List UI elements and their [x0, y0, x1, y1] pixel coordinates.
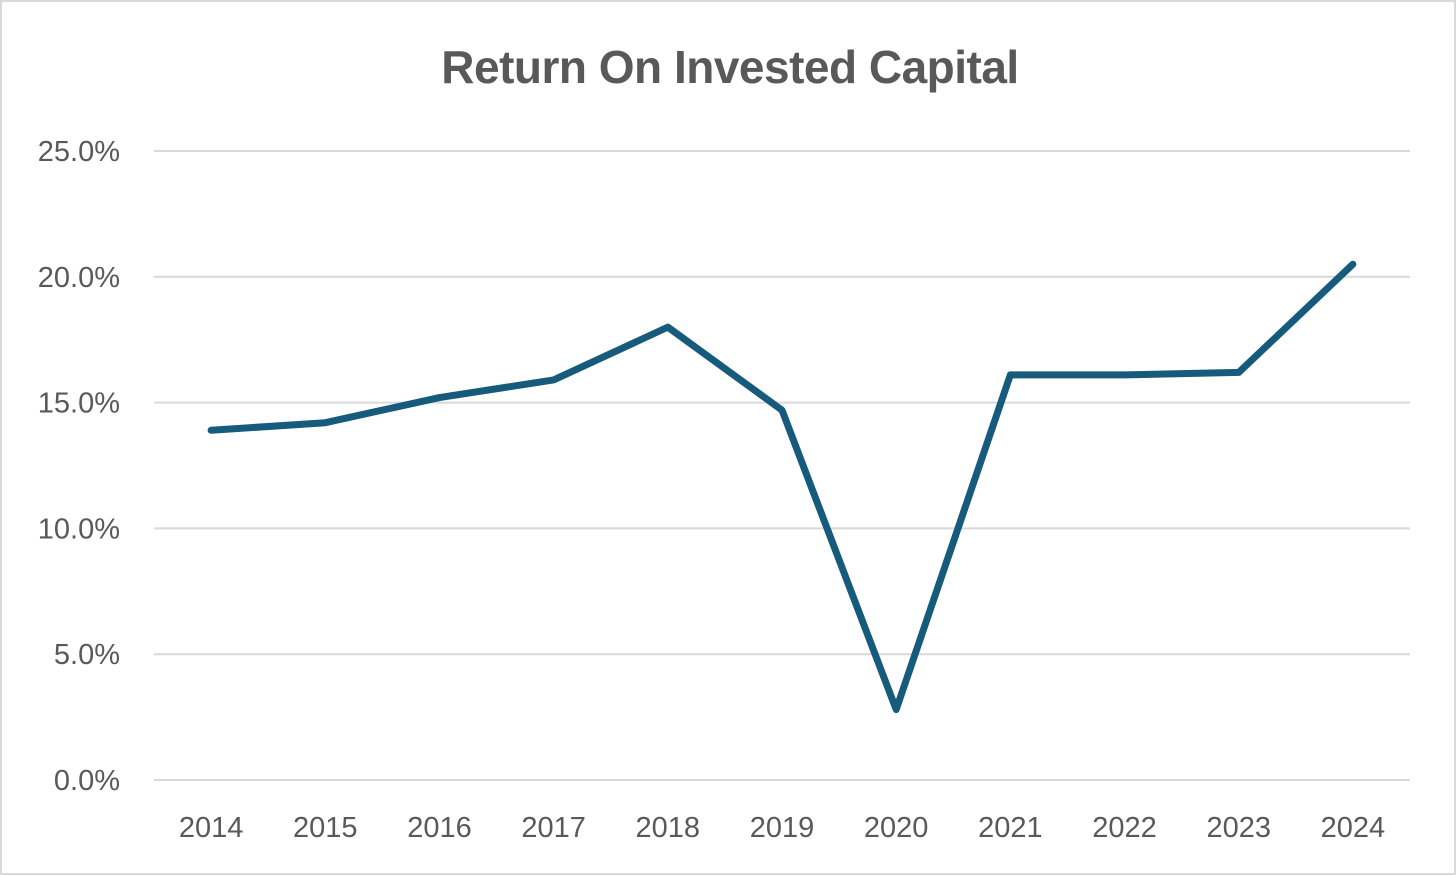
x-tick-label: 2018	[636, 812, 701, 844]
x-tick-label: 2024	[1321, 812, 1386, 844]
y-tick-label: 20.0%	[38, 262, 120, 294]
data-point	[1121, 371, 1128, 378]
x-tick-label: 2019	[750, 812, 815, 844]
y-tick-label: 25.0%	[38, 136, 120, 168]
series-layer	[207, 260, 1357, 714]
data-point	[1235, 369, 1242, 376]
y-tick-label: 10.0%	[38, 513, 120, 545]
data-point	[436, 394, 443, 401]
x-tick-label: 2020	[864, 812, 929, 844]
x-tick-label: 2017	[521, 812, 586, 844]
gridlines	[154, 150, 1410, 781]
data-point	[1007, 371, 1014, 378]
y-tick-label: 0.0%	[54, 765, 120, 797]
data-point	[1349, 261, 1356, 268]
x-tick-label: 2016	[407, 812, 472, 844]
data-point	[893, 706, 900, 713]
x-tick-label: 2022	[1092, 812, 1157, 844]
x-tick-label: 2023	[1206, 812, 1271, 844]
series-line	[207, 260, 1357, 714]
y-axis-tick-labels: 0.0% 5.0% 10.0% 15.0% 20.0% 25.0%	[38, 136, 120, 797]
data-point	[550, 376, 557, 383]
chart-title: Return On Invested Capital	[441, 41, 1019, 93]
data-point	[664, 324, 671, 331]
x-axis-tick-labels: 2014 2015 2016 2017 2018 2019 2020 2021 2022 2023…	[179, 812, 1385, 844]
data-point	[322, 419, 329, 426]
y-tick-label: 5.0%	[54, 639, 120, 671]
data-point	[779, 407, 785, 414]
x-tick-label: 2014	[179, 812, 244, 844]
x-tick-label: 2021	[978, 812, 1043, 844]
x-tick-label: 2015	[293, 812, 358, 844]
data-point	[208, 427, 215, 434]
y-tick-label: 15.0%	[38, 388, 120, 420]
